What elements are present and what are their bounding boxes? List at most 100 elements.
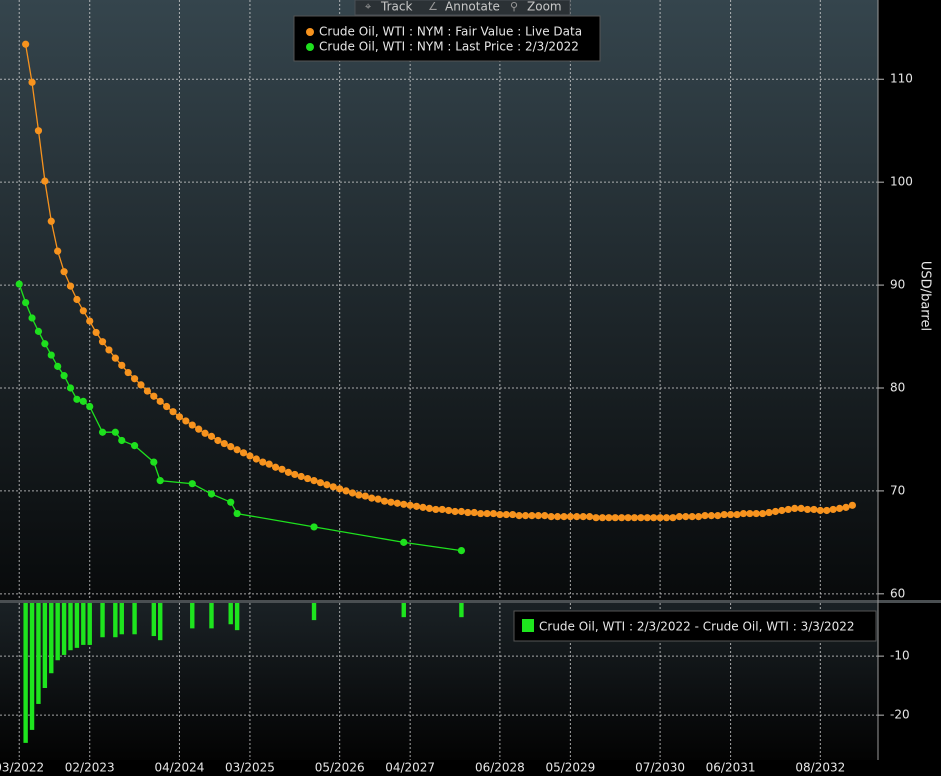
data-point	[605, 514, 613, 522]
data-point	[656, 514, 664, 522]
data-point	[105, 346, 113, 354]
top-panel	[0, 0, 878, 600]
data-point	[566, 513, 574, 521]
data-point	[79, 307, 87, 315]
data-point	[662, 514, 671, 522]
bar	[234, 603, 240, 631]
data-point	[323, 481, 331, 489]
y-tick-label: -20	[890, 708, 910, 722]
data-point	[246, 452, 254, 460]
data-point	[451, 507, 459, 516]
data-point	[239, 449, 248, 457]
data-point	[637, 514, 645, 522]
x-tick-label: 05/2026	[315, 761, 365, 775]
bar	[81, 603, 86, 645]
data-point	[60, 372, 68, 380]
x-tick-label: 06/2028	[475, 761, 525, 775]
data-point	[650, 514, 658, 522]
data-point	[406, 501, 414, 509]
data-point	[393, 499, 401, 507]
data-point	[22, 298, 30, 307]
toolbar-button[interactable]: Annotate	[445, 0, 500, 14]
y-tick-label: 70	[890, 483, 905, 497]
data-point	[66, 282, 75, 290]
x-tick-label: 04/2027	[385, 761, 435, 775]
plot: 03/2022 02/2023 04/2024 03/2025 05/2026 04/20…	[0, 0, 878, 775]
data-point	[169, 408, 177, 416]
data-point	[592, 514, 600, 522]
bar	[49, 603, 54, 674]
data-point	[701, 512, 709, 520]
data-point	[707, 512, 715, 520]
legend-bottom: Crude Oil, WTI : 2/3/2022 - Crude Oil, W…	[513, 610, 877, 642]
data-point	[41, 177, 49, 185]
data-point	[278, 465, 286, 473]
data-point	[130, 375, 139, 383]
data-point	[733, 510, 741, 519]
data-point	[156, 397, 164, 405]
data-point	[534, 512, 542, 520]
bar	[119, 603, 124, 635]
data-point	[98, 338, 107, 346]
data-point	[54, 247, 62, 255]
data-point	[694, 513, 703, 521]
legend-top: Crude Oil, WTI : NYM : Fair Value : Live…	[293, 15, 601, 62]
bar	[23, 603, 28, 743]
legend-entry: Crude Oil, WTI : 2/3/2022 - Crude Oil, W…	[539, 620, 855, 634]
data-point	[739, 509, 748, 518]
legend-swatch	[522, 619, 534, 632]
data-point	[28, 78, 36, 86]
x-tick-label: 02/2023	[65, 761, 115, 775]
data-point	[797, 504, 805, 513]
data-point	[400, 500, 408, 508]
y-tick-label: 60	[890, 586, 905, 600]
data-point	[374, 495, 382, 503]
data-point	[547, 513, 555, 521]
data-point	[759, 509, 767, 518]
data-point	[291, 470, 299, 479]
data-point	[477, 509, 485, 518]
data-point	[502, 510, 510, 519]
data-point	[586, 513, 594, 521]
data-point	[643, 514, 651, 522]
data-point	[175, 413, 184, 421]
bar	[311, 603, 317, 621]
zoom-icon: ⚲	[510, 0, 518, 13]
data-point	[848, 501, 856, 509]
data-point	[457, 507, 466, 516]
data-point	[310, 477, 318, 485]
data-point	[784, 505, 792, 514]
data-point	[842, 503, 850, 511]
data-point	[34, 327, 43, 335]
data-point	[195, 425, 203, 433]
data-point	[618, 514, 626, 522]
data-point	[528, 512, 536, 520]
data-point	[509, 510, 517, 519]
data-point	[598, 514, 607, 522]
data-point	[86, 317, 94, 325]
data-point	[111, 354, 119, 362]
y-tick-label: 110	[890, 72, 913, 86]
data-point	[483, 509, 491, 518]
data-point	[560, 513, 568, 521]
toolbar: ⌖ Track ∠ Annotate ⚲ Zoom	[354, 0, 571, 16]
toolbar-button[interactable]: Track	[380, 0, 412, 14]
legend-box	[513, 610, 877, 642]
data-point	[438, 505, 446, 514]
data-point	[355, 491, 363, 499]
toolbar-button[interactable]: Zoom	[527, 0, 562, 14]
data-point	[348, 489, 357, 497]
data-point	[553, 513, 562, 521]
data-point	[143, 387, 152, 395]
data-point	[342, 487, 350, 495]
data-point	[227, 498, 235, 506]
data-point	[521, 512, 530, 520]
bar	[459, 603, 464, 618]
data-point	[60, 268, 68, 276]
data-point	[207, 432, 216, 440]
data-point	[233, 509, 241, 518]
data-point	[47, 351, 55, 359]
data-point	[829, 505, 837, 514]
data-point	[150, 458, 158, 466]
data-point	[579, 513, 587, 521]
